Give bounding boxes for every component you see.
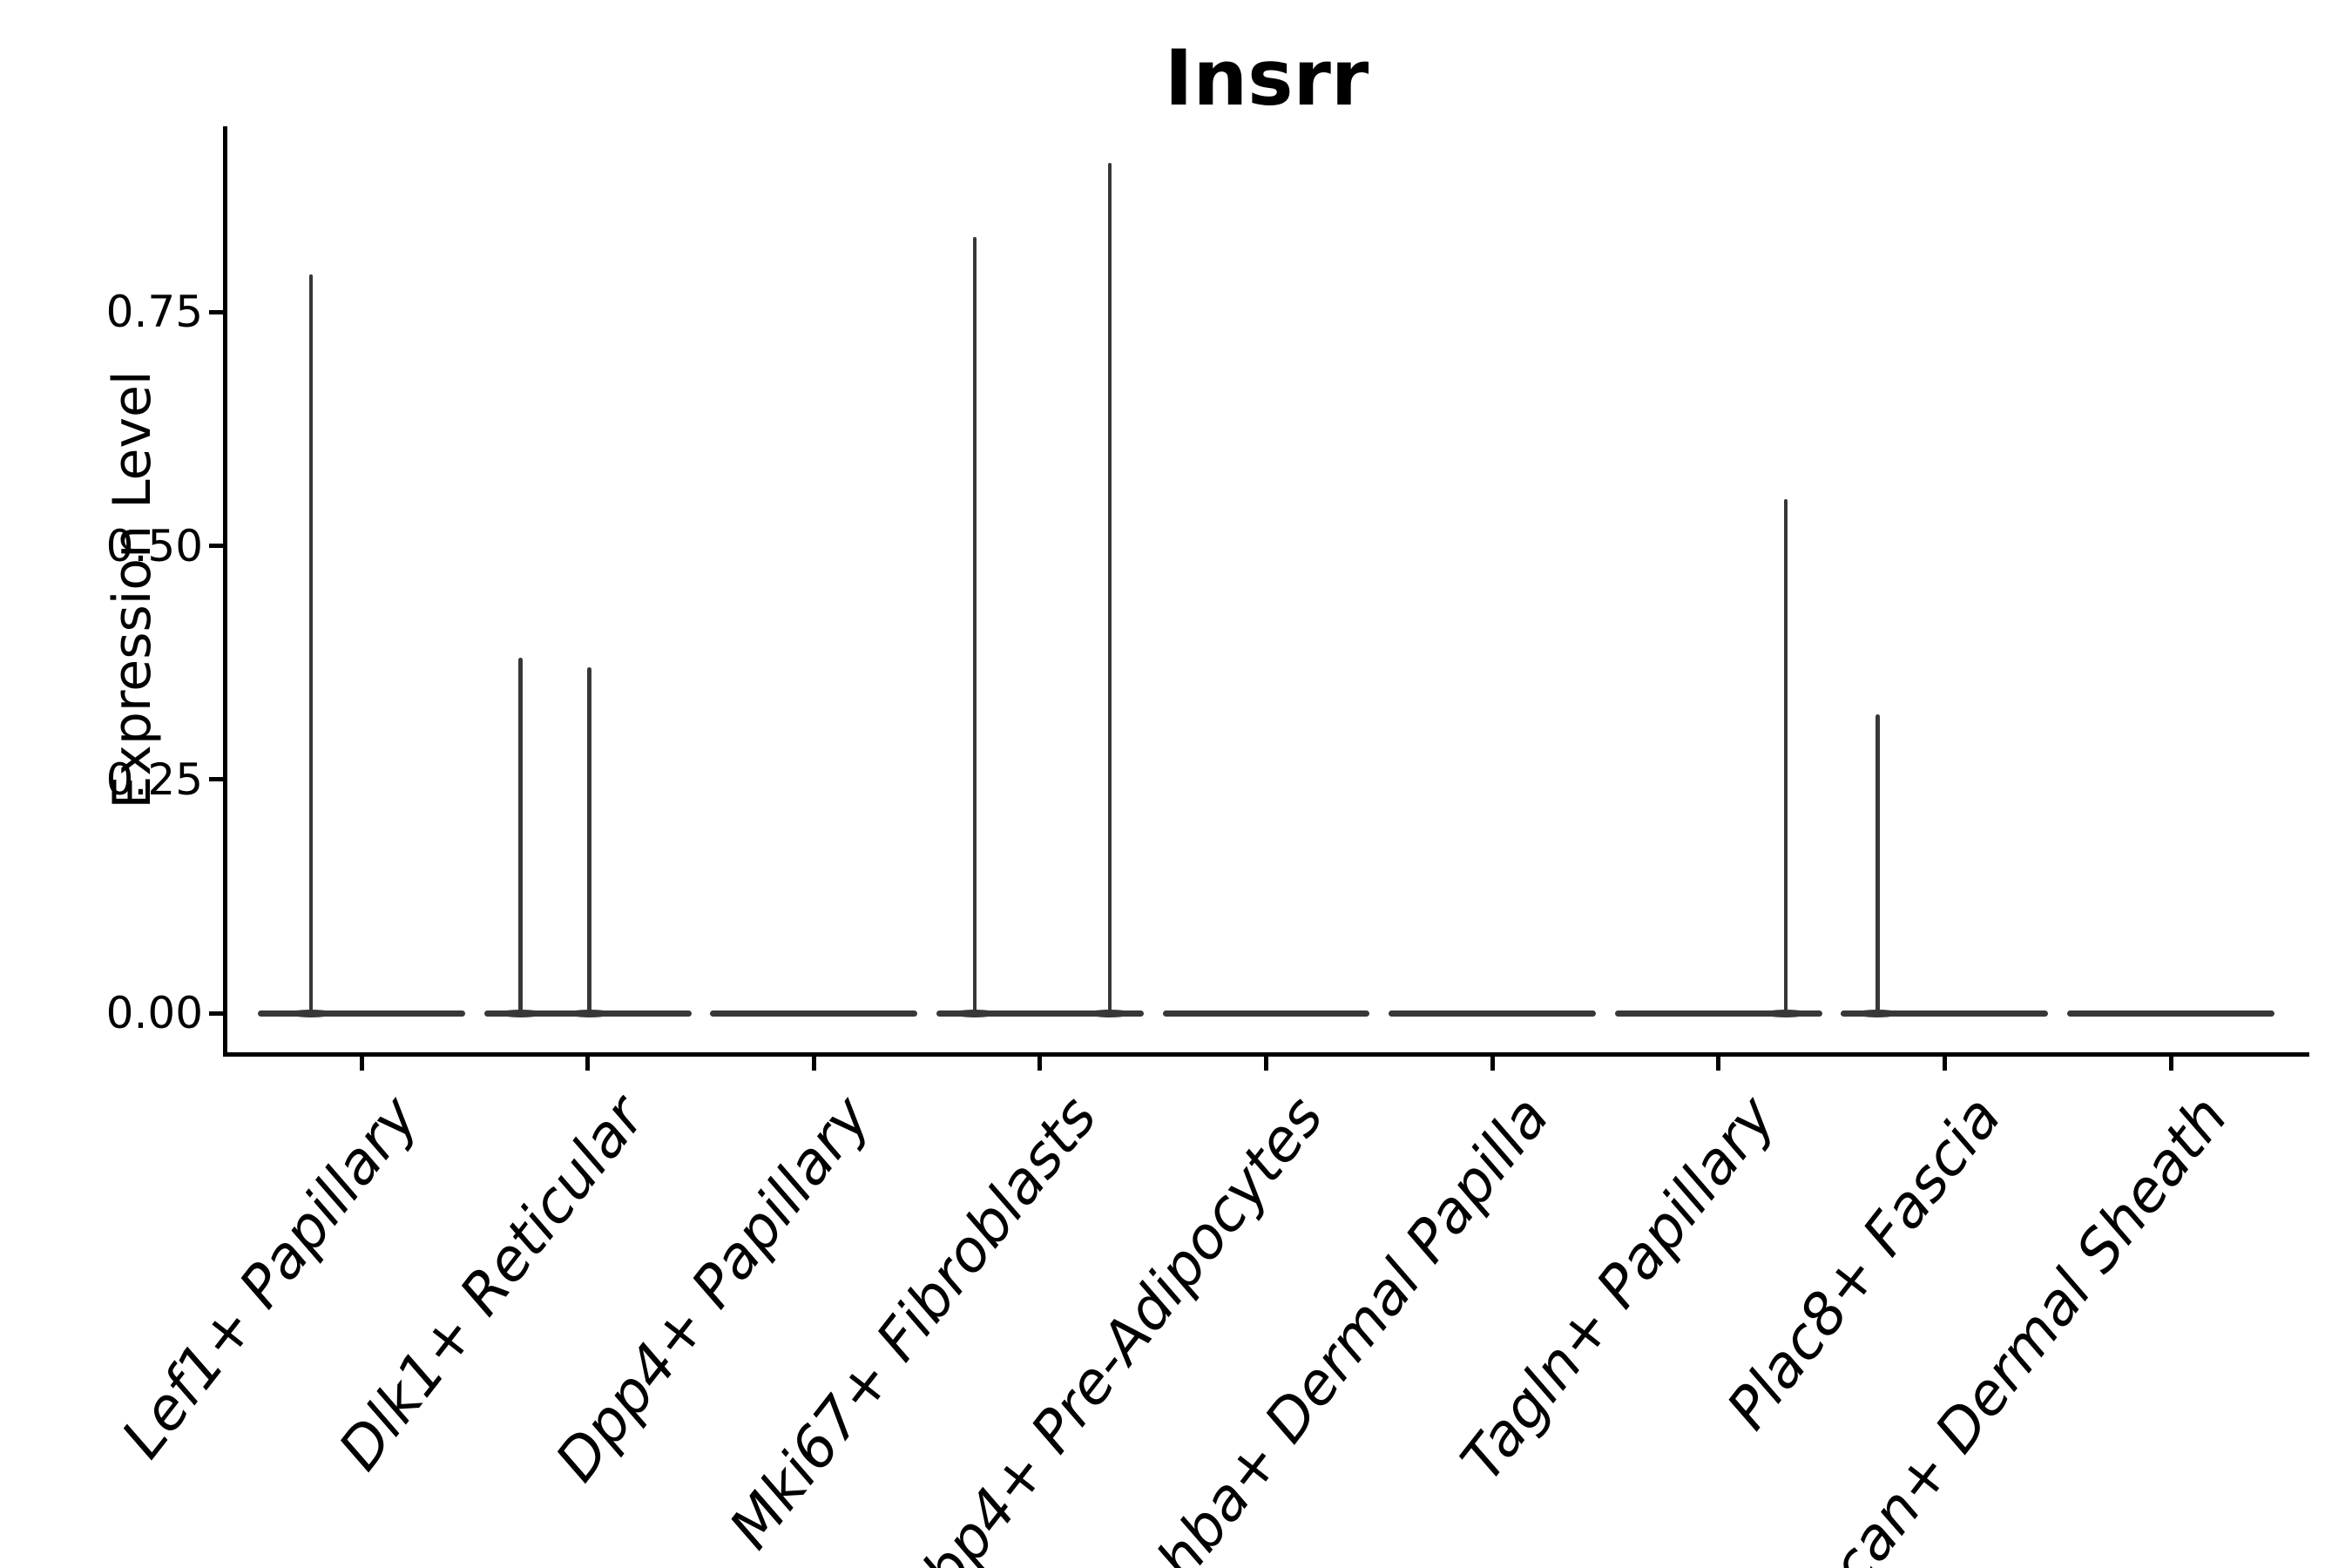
violin-base bbox=[710, 1010, 918, 1017]
violin-needle-foot bbox=[1762, 1009, 1808, 1017]
x-tick bbox=[811, 1057, 816, 1071]
x-tick bbox=[1264, 1057, 1268, 1071]
x-tick bbox=[1037, 1057, 1043, 1071]
violin-needle-foot bbox=[566, 1009, 612, 1017]
x-tick bbox=[1716, 1057, 1721, 1071]
violin-base bbox=[1614, 1010, 1822, 1017]
violin-needle bbox=[1876, 713, 1880, 1013]
y-tick bbox=[209, 1010, 223, 1016]
violin-needle bbox=[518, 658, 523, 1013]
violin-base bbox=[1162, 1010, 1370, 1017]
violin-base bbox=[1389, 1010, 1597, 1017]
violin-base bbox=[1841, 1010, 2049, 1017]
violin-needle bbox=[1107, 162, 1112, 1013]
y-tick-label: 0.75 bbox=[105, 287, 203, 338]
y-tick-label: 0.25 bbox=[105, 754, 203, 805]
x-tick-label: Acan+ Dermal Sheath bbox=[1793, 1084, 2240, 1568]
y-tick bbox=[209, 309, 223, 314]
y-axis-spine bbox=[223, 126, 227, 1057]
x-tick bbox=[585, 1057, 591, 1071]
x-tick bbox=[1490, 1057, 1495, 1071]
y-tick bbox=[209, 544, 223, 548]
y-tick-label: 0.00 bbox=[105, 988, 203, 1038]
violin-base bbox=[258, 1010, 465, 1017]
violin-needle bbox=[1783, 498, 1788, 1013]
violin-needle-foot bbox=[1086, 1009, 1132, 1017]
x-tick bbox=[2168, 1057, 2173, 1071]
x-tick bbox=[359, 1057, 364, 1071]
violin-needle-foot bbox=[1855, 1009, 1901, 1017]
plot-title: Insrr bbox=[1164, 33, 1369, 123]
violin-needle-foot bbox=[497, 1009, 544, 1017]
violin-needle bbox=[587, 666, 591, 1013]
violin-needle bbox=[972, 237, 977, 1013]
x-tick bbox=[1942, 1057, 1947, 1071]
y-tick-label: 0.50 bbox=[105, 520, 203, 571]
violin-needle-foot bbox=[287, 1009, 334, 1017]
y-axis-label: Expression Level bbox=[102, 370, 163, 809]
violin-needle bbox=[308, 274, 314, 1013]
x-tick-label: Inhba+ Dermal Papilla bbox=[1111, 1084, 1563, 1568]
x-axis-spine bbox=[223, 1052, 2309, 1057]
violin-base bbox=[2067, 1010, 2274, 1017]
violin-needle-foot bbox=[951, 1009, 997, 1017]
y-tick bbox=[209, 777, 223, 782]
violin-base bbox=[936, 1010, 1144, 1017]
